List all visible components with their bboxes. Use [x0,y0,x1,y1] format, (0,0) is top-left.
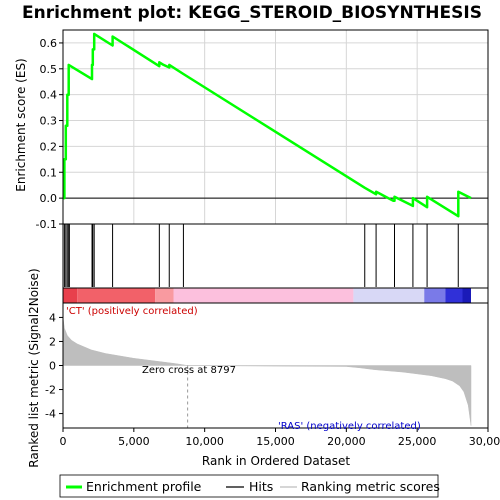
zero-cross-label: Zero cross at 8797 [142,365,236,376]
hits-panel [63,224,488,288]
negative-correlation-label: 'RAS' (negatively correlated) [278,421,421,432]
metric-y-tick-label: 4 [49,311,56,324]
enrichment-profile-line [63,34,471,216]
gradient-segment [446,288,463,303]
es-y-tick-label: 0.5 [40,63,58,76]
metric-y-tick-label: -4 [45,408,56,421]
es-y-tick-label: 0.2 [40,140,58,153]
gradient-segment [155,288,173,303]
legend-enrichment-label: Enrichment profile [86,479,202,494]
metric-y-tick-label: -2 [45,384,56,397]
es-y-tick-label: 0.6 [40,37,58,50]
es-y-tick-label: 0.3 [40,115,58,128]
es-y-tick-label: 0.0 [40,192,58,205]
x-tick-label: 5,000 [118,435,150,448]
es-y-tick-label: 0.4 [40,89,58,102]
x-tick-label: 30,000 [469,435,500,448]
rank-gradient-bar [63,288,488,303]
hits-frame [63,224,488,288]
x-tick-label: 10,000 [185,435,224,448]
legend-metric-label: Ranking metric scores [301,479,440,494]
chart-title: Enrichment plot: KEGG_STEROID_BIOSYNTHES… [22,3,482,23]
x-tick-label: 20,000 [327,435,366,448]
metric-axis-title: Ranked list metric (Signal2Noise) [27,268,41,467]
gradient-segment [463,288,472,303]
x-tick-label: 25,000 [398,435,437,448]
ranked-metric-panel: -4 -2 0 2 4 0 5,000 10,000 15,000 20,000 25,000 30,… [45,303,500,448]
ranking-metric-area [63,317,471,425]
positive-correlation-label: 'CT' (positively correlated) [66,306,198,317]
gradient-segment [77,288,155,303]
gradient-segment [353,288,424,303]
gradient-segment [174,288,354,303]
gradient-segment [424,288,445,303]
es-y-tick-label: -0.1 [36,218,57,231]
es-axis-title: Enrichment score (ES) [14,58,28,191]
legend: Enrichment profile Hits Ranking metric s… [60,475,440,497]
x-axis-title: Rank in Ordered Dataset [202,454,350,468]
x-tick-label: 15,000 [256,435,295,448]
x-tick-label: 0 [60,435,67,448]
legend-hits-label: Hits [249,479,273,494]
enrichment-score-panel: -0.1 0.0 0.1 0.2 0.3 0.4 0.5 0.6 [36,30,488,231]
gradient-segment [63,288,77,303]
metric-y-tick-label: 0 [49,360,56,373]
metric-y-tick-label: 2 [49,335,56,348]
es-y-tick-label: 0.1 [40,166,58,179]
